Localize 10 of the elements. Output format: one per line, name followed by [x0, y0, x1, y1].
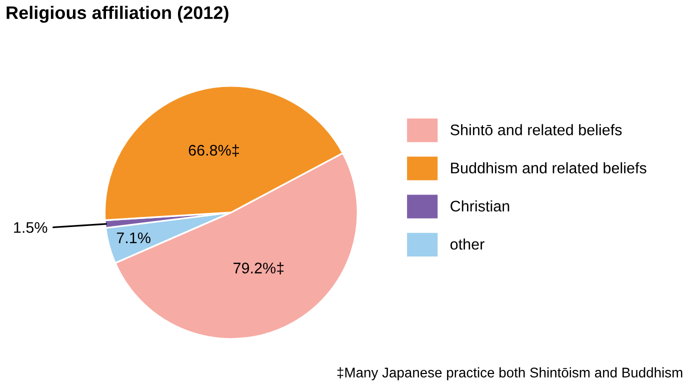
- legend-label: Buddhism and related beliefs: [451, 162, 646, 174]
- data-label: 66.8%‡: [188, 144, 239, 157]
- legend-label: other: [450, 238, 484, 250]
- data-label: 79.2%‡: [234, 262, 284, 274]
- data-label: 7.1%: [116, 232, 150, 244]
- legend-label: Christian: [450, 200, 510, 212]
- data-label: 1.5%: [14, 222, 48, 233]
- text: ‡Many Japanese practice both Shintōism and Buddhism: [337, 367, 682, 380]
- legend-label: Shintō and related beliefs: [450, 124, 622, 136]
- chart-title: Religious affiliation (2012): [6, 6, 228, 23]
